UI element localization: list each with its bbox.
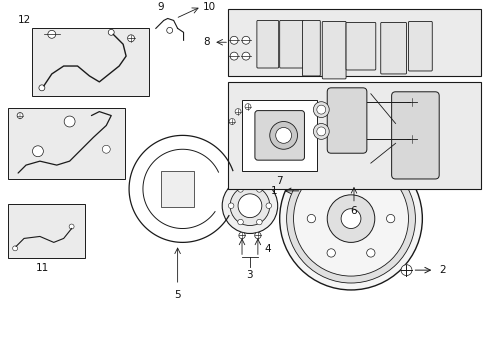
Text: 4: 4 [264,244,270,254]
Circle shape [306,215,315,223]
Circle shape [256,186,262,192]
Circle shape [108,30,114,35]
Circle shape [102,145,110,153]
Text: 8: 8 [203,37,209,47]
Text: 1: 1 [270,186,277,196]
Circle shape [316,127,325,136]
FancyBboxPatch shape [256,21,278,68]
Circle shape [64,116,75,127]
Circle shape [242,52,249,60]
Bar [228,9,480,76]
Text: 9: 9 [157,1,164,12]
Circle shape [326,195,374,242]
Circle shape [238,232,244,239]
Circle shape [400,265,411,276]
Circle shape [326,249,335,257]
Circle shape [316,105,325,114]
Circle shape [256,219,262,225]
Circle shape [269,122,297,149]
Text: 6: 6 [350,206,357,216]
Bar [228,82,480,189]
Circle shape [48,30,56,38]
Circle shape [242,36,249,44]
Circle shape [265,203,271,208]
Text: 12: 12 [18,15,31,26]
Bar [8,108,125,179]
Text: 11: 11 [36,263,49,273]
Circle shape [341,209,360,229]
Text: 5: 5 [174,290,181,300]
Circle shape [69,224,74,229]
Circle shape [407,98,416,105]
Circle shape [166,27,172,33]
Bar [242,100,317,171]
FancyBboxPatch shape [254,111,304,160]
Circle shape [366,180,374,188]
Circle shape [293,161,407,276]
FancyBboxPatch shape [380,22,406,74]
Bar [8,204,85,258]
Circle shape [386,215,394,223]
Circle shape [17,113,23,118]
FancyBboxPatch shape [326,88,366,153]
Circle shape [244,104,250,110]
Circle shape [237,186,243,192]
Circle shape [407,135,416,143]
Circle shape [127,35,134,42]
Text: 3: 3 [246,270,253,280]
Circle shape [222,178,277,234]
Text: 7: 7 [276,176,283,186]
Circle shape [279,147,422,290]
Circle shape [313,102,328,118]
Circle shape [230,36,238,44]
Circle shape [366,249,374,257]
FancyBboxPatch shape [346,22,375,70]
Text: 2: 2 [438,265,445,275]
Circle shape [228,203,233,208]
Circle shape [238,194,261,217]
Circle shape [275,127,291,143]
Circle shape [13,246,18,251]
Circle shape [286,154,415,283]
Circle shape [229,118,235,125]
Circle shape [230,186,269,226]
Circle shape [313,123,328,139]
Circle shape [235,109,241,114]
FancyBboxPatch shape [302,21,320,76]
Circle shape [230,52,238,60]
Circle shape [39,85,45,91]
Text: 10: 10 [203,1,215,12]
FancyBboxPatch shape [407,22,431,71]
FancyBboxPatch shape [322,22,346,79]
Bar [32,28,148,96]
FancyBboxPatch shape [391,92,438,179]
Circle shape [32,146,43,157]
Circle shape [326,180,335,188]
Circle shape [237,219,243,225]
FancyBboxPatch shape [279,21,303,68]
Circle shape [254,232,261,239]
Bar [161,171,194,207]
